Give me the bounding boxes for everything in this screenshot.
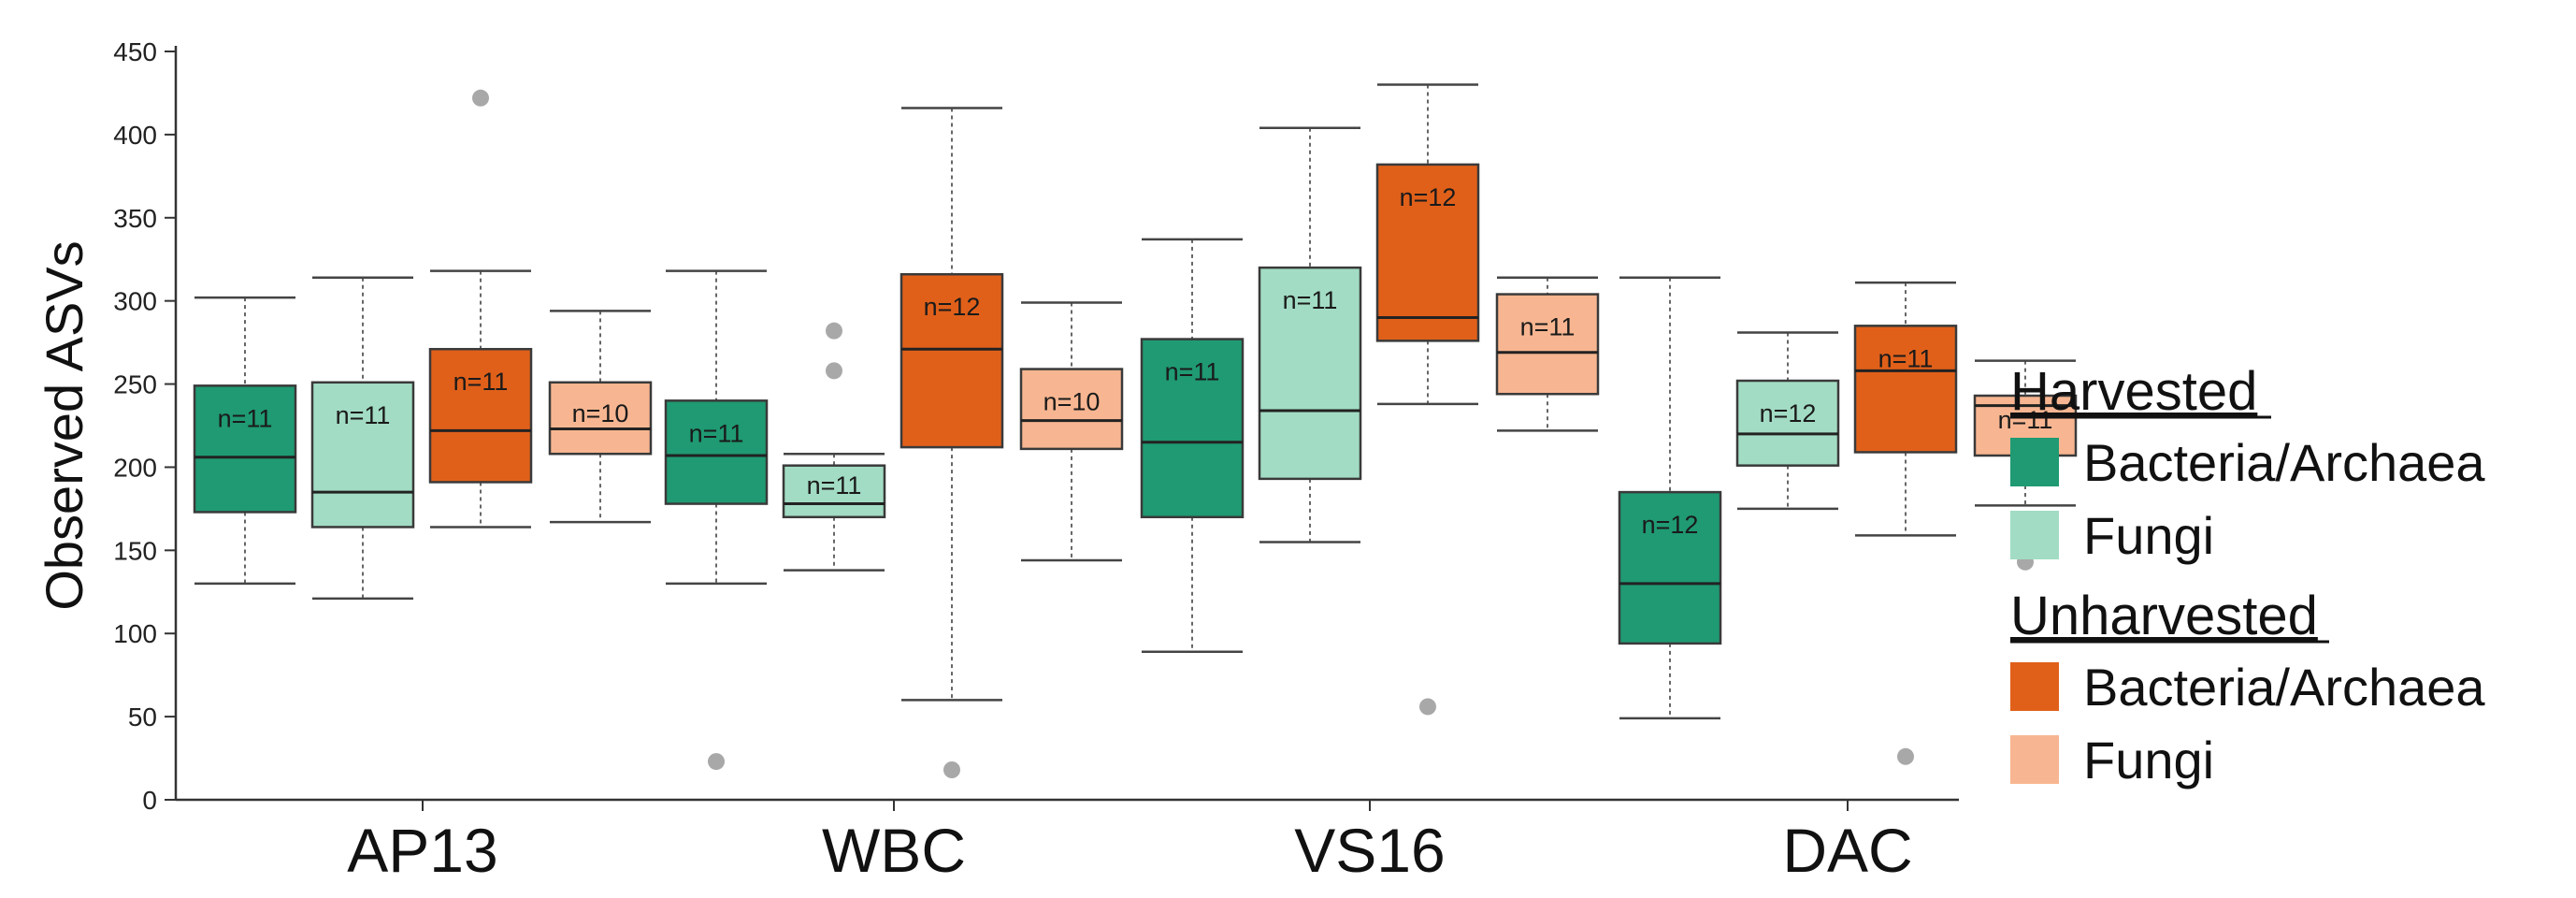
legend-label: Bacteria/Archaea	[2083, 433, 2485, 492]
legend-layer: HarvestedBacteria/ArchaeaFungiUnharveste…	[2010, 361, 2485, 789]
box-plot-ap13-uf: n=10	[548, 310, 653, 524]
outlier-point	[708, 753, 725, 771]
sample-size-label: n=11	[336, 401, 391, 429]
sample-size-label: n=11	[1520, 313, 1576, 341]
y-tick-label: 250	[113, 370, 157, 399]
box-plot-wbc-hb: n=11	[664, 269, 769, 771]
axes-layer: 0 50 100 150 200 250 300 350 400 450 Observed ASVs…	[35, 37, 1959, 885]
y-tick-label: 100	[113, 619, 157, 648]
x-category-label: DAC	[1782, 816, 1912, 885]
y-tick-label: 450	[113, 37, 157, 66]
legend-heading: Unharvested	[2010, 586, 2318, 646]
sample-size-label: n=12	[1642, 511, 1699, 539]
iqr-box	[899, 272, 1004, 449]
legend-swatch	[2010, 662, 2059, 711]
iqr-box	[1019, 368, 1124, 451]
legend-heading: Harvested	[2010, 361, 2257, 422]
box-plot-dac-hb: n=12	[1618, 276, 1722, 720]
iqr-box	[1618, 490, 1722, 645]
box-plot-vs16-hb: n=11	[1140, 238, 1245, 654]
legend-swatch	[2010, 735, 2059, 784]
iqr-box	[1495, 293, 1600, 396]
iqr-box	[1375, 163, 1480, 342]
legend-swatch	[2010, 511, 2059, 559]
y-axis-title: Observed ASVs	[35, 240, 94, 610]
iqr-box	[1140, 338, 1245, 519]
y-tick-label: 400	[113, 121, 157, 150]
iqr-box	[664, 399, 769, 505]
sample-size-label: n=10	[1043, 388, 1101, 416]
y-tick-label: 0	[142, 786, 157, 815]
outlier-point	[1419, 698, 1436, 716]
legend-swatch	[2010, 438, 2059, 486]
y-tick-label: 300	[113, 287, 157, 316]
x-category-label: AP13	[347, 816, 497, 885]
sample-size-label: n=11	[807, 471, 862, 500]
x-category-label: WBC	[822, 816, 966, 885]
iqr-box	[548, 381, 653, 456]
outlier-point	[472, 89, 489, 107]
box-plot-dac-ub: n=11	[1853, 281, 1958, 765]
box-plot-vs16-uf: n=11	[1495, 276, 1600, 432]
iqr-box	[782, 464, 886, 519]
sample-size-label: n=11	[453, 368, 509, 396]
box-plot-ap13-hb: n=11	[193, 296, 297, 586]
iqr-box	[1735, 379, 1840, 467]
iqr-box	[310, 381, 415, 529]
box-plot-dac-hf: n=12	[1735, 331, 1840, 511]
legend-label: Fungi	[2083, 731, 2214, 789]
sample-size-label: n=11	[1998, 406, 2053, 434]
y-tick-label: 150	[113, 536, 157, 565]
x-category-label: VS16	[1294, 816, 1445, 885]
outlier-point	[1897, 747, 1914, 765]
box-plot-vs16-hf: n=11	[1258, 126, 1362, 543]
sample-size-label: n=11	[1283, 286, 1338, 314]
boxes-layer: n=11 n=11 n=11 n=10 n=11 n=11 n=12 n=10 n=11 n=11…	[193, 83, 2078, 778]
sample-size-label: n=11	[1878, 344, 1934, 372]
sample-size-label: n=11	[689, 419, 744, 447]
sample-size-label: n=12	[1760, 399, 1817, 427]
y-tick-label: 350	[113, 204, 157, 233]
legend-group-unharvested: Unharvested Bacteria/Archaea Fungi	[2010, 586, 2485, 789]
iqr-box	[1853, 325, 1958, 454]
box-plot-wbc-hf: n=11	[782, 322, 886, 572]
iqr-box	[193, 384, 297, 514]
legend-label: Bacteria/Archaea	[2083, 658, 2485, 717]
iqr-box	[428, 347, 533, 484]
sample-size-label: n=12	[1400, 183, 1457, 211]
legend-label: Fungi	[2083, 506, 2214, 565]
outlier-point	[826, 322, 842, 340]
iqr-box	[1258, 266, 1362, 481]
sample-size-label: n=10	[572, 399, 629, 427]
box-plot-ap13-ub: n=11	[428, 89, 533, 529]
sample-size-label: n=11	[218, 404, 273, 432]
sample-size-label: n=12	[924, 293, 981, 321]
y-tick-label: 200	[113, 453, 157, 482]
sample-size-label: n=11	[1165, 358, 1220, 386]
box-plot-ap13-hf: n=11	[310, 276, 415, 601]
box-plot-wbc-uf: n=10	[1019, 301, 1124, 562]
box-plot-wbc-ub: n=12	[899, 107, 1004, 778]
legend-group-harvested: Harvested Bacteria/Archaea Fungi	[2010, 361, 2485, 565]
box-plot-vs16-ub: n=12	[1375, 83, 1480, 716]
outlier-point	[826, 362, 842, 380]
outlier-point	[943, 761, 960, 778]
y-tick-label: 50	[128, 702, 157, 731]
